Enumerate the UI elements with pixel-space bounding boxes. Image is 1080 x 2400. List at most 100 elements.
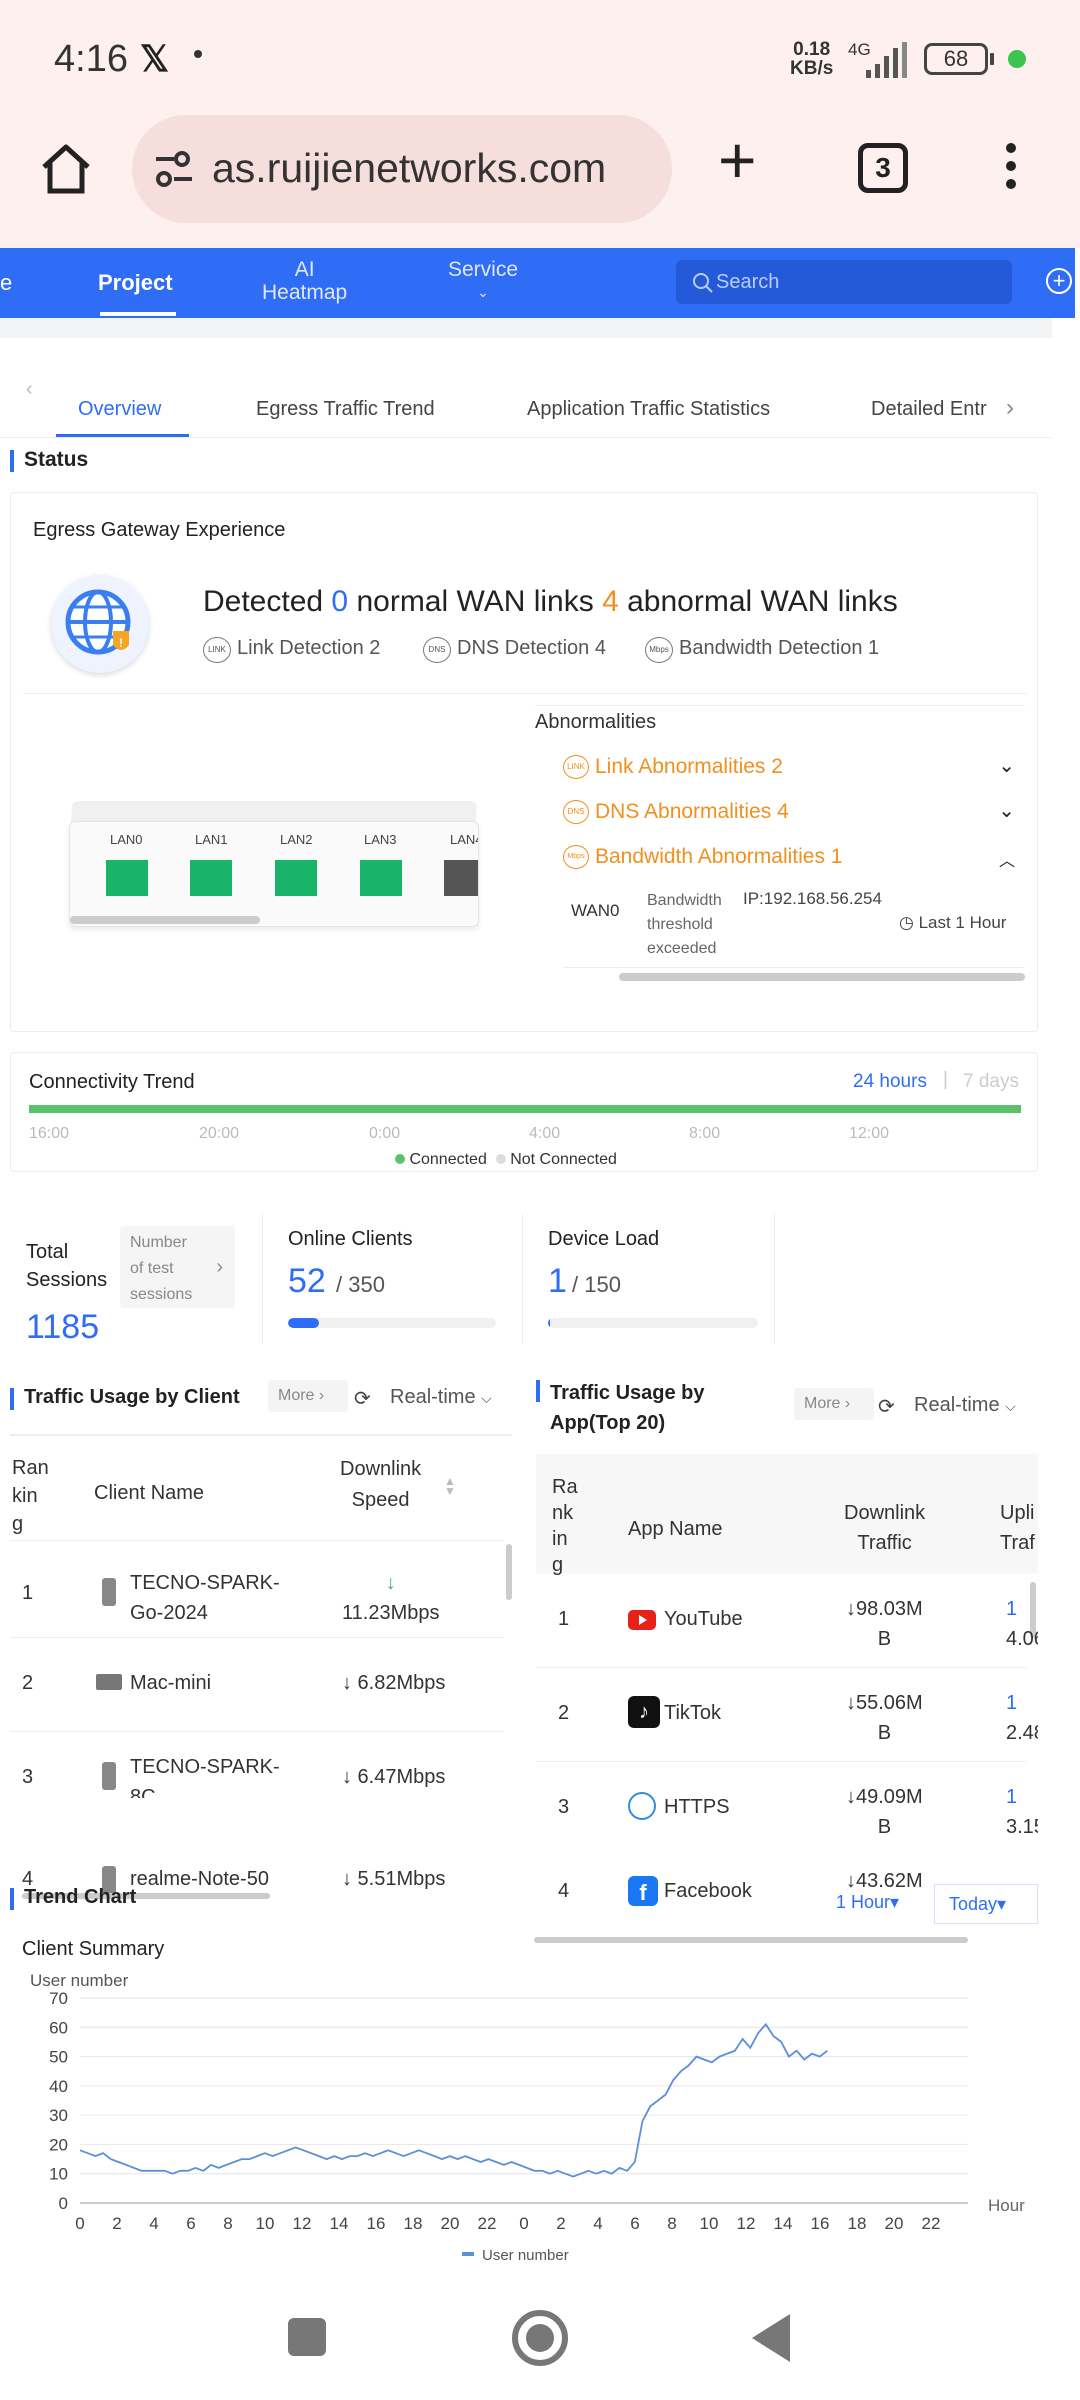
today-dropdown[interactable]: Today▾ [934, 1884, 1038, 1924]
chevron-down-icon[interactable]: ⌄ [998, 800, 1015, 822]
new-tab-icon[interactable]: + [718, 123, 757, 197]
sort-icon[interactable]: ▲ ▼ [444, 1474, 456, 1498]
tab-egress-traffic-trend[interactable]: Egress Traffic Trend [256, 398, 435, 420]
laptop-icon [96, 1674, 122, 1690]
nav-project[interactable]: Project [98, 270, 173, 295]
x-tick-label: 8 [667, 2214, 676, 2233]
y-tick-label: 40 [49, 2077, 68, 2096]
device-load-progress [548, 1318, 758, 1328]
globe-warning-icon: ! [51, 575, 149, 673]
total-sessions-value: 1185 [26, 1308, 100, 1346]
y-tick-label: 60 [49, 2018, 68, 2037]
port-lan4-icon[interactable] [444, 860, 478, 896]
x-tick-label: 16 [811, 2214, 830, 2233]
port-lan0-icon[interactable] [106, 860, 148, 896]
app-table-scrollbar[interactable] [1030, 1582, 1036, 1638]
tab-application-traffic-statistics[interactable]: Application Traffic Statistics [527, 398, 771, 420]
tab-scroll-right-icon[interactable]: › [1006, 394, 1014, 421]
range-7-days[interactable]: 7 days [963, 1071, 1019, 1092]
battery-icon: 68 [924, 43, 988, 75]
client-table-scrollbar[interactable] [506, 1544, 512, 1600]
status-title: Status [10, 448, 88, 472]
y-tick-label: 50 [49, 2048, 68, 2067]
port-lan2-icon[interactable] [275, 860, 317, 896]
gateway-device: LAN0 LAN1 LAN2 LAN3 LAN4 [69, 821, 479, 927]
tab-switcher-button[interactable]: 3 [858, 143, 908, 193]
device-scrollbar[interactable] [70, 916, 260, 924]
refresh-icon[interactable]: ⟳ [354, 1388, 371, 1410]
x-tick-label: 22 [922, 2214, 941, 2233]
nav-partial-item[interactable]: e [0, 270, 13, 295]
client-more-button[interactable]: More › [268, 1380, 348, 1412]
port-lan1-icon[interactable] [190, 860, 232, 896]
dns-abnormalities-row[interactable]: DNS DNS Abnormalities 4 ⌄ [563, 798, 1025, 832]
link-abnormalities-row[interactable]: LINK Link Abnormalities 2 ⌄ [563, 753, 1025, 787]
x-tick-label: 6 [630, 2214, 639, 2233]
x-tick-label: 4 [149, 2214, 158, 2233]
chevron-down-icon[interactable]: ⌄ [998, 755, 1015, 777]
search-placeholder: Search [716, 271, 780, 293]
add-circle-icon[interactable]: + [1046, 268, 1072, 294]
test-sessions-button[interactable]: Number of test sessions › [120, 1226, 235, 1308]
content-top-spacer [0, 318, 1052, 338]
search-icon [693, 273, 713, 293]
refresh-icon[interactable]: ⟳ [878, 1396, 895, 1418]
app-more-button[interactable]: More › [794, 1388, 874, 1420]
home-icon[interactable] [38, 141, 94, 197]
dns-detection: DNS Detection 4 [457, 637, 606, 659]
home-button-icon[interactable] [512, 2310, 568, 2366]
recent-apps-icon[interactable] [288, 2318, 326, 2356]
network-speed: 0.18 KB/s [790, 39, 834, 79]
table-row[interactable]: 4 f Facebook ↓43.62M [558, 1870, 923, 1906]
clock-icon: ◷ [899, 913, 914, 932]
back-icon[interactable] [752, 2314, 790, 2362]
hour-dropdown[interactable]: 1 Hour▾ [836, 1892, 900, 1912]
y-tick-label: 10 [49, 2165, 68, 2184]
col-downlink-traffic[interactable]: Downlink Traffic [844, 1502, 926, 1554]
chevron-up-icon[interactable]: ︿ [998, 853, 1015, 870]
online-clients-progress-fill [288, 1318, 319, 1328]
abnormalities-scrollbar[interactable] [619, 973, 1025, 981]
url-text[interactable]: as.ruijienetworks.com [212, 145, 607, 191]
table-row[interactable]: 2 Mac-mini ↓ 6.82Mbps [0, 1638, 504, 1732]
bandwidth-abnormalities-row[interactable]: Mbps Bandwidth Abnormalities 1 ︿ [563, 843, 1025, 877]
more-menu-icon[interactable] [1006, 143, 1016, 189]
tab-overview[interactable]: Overview [78, 398, 162, 420]
x-tick-label: 10 [700, 2214, 719, 2233]
url-bar[interactable]: as.ruijienetworks.com [132, 115, 672, 223]
tick-4: 4:00 [529, 1125, 561, 1142]
tab-bar: ‹ Overview Egress Traffic Trend Applicat… [0, 338, 1052, 438]
app-period-select[interactable]: Real-time ⌵ [914, 1394, 1016, 1416]
phone-icon [102, 1578, 116, 1606]
client-traffic-panel: Traffic Usage by Client More › ⟳ Real-ti… [0, 1368, 512, 1798]
y-tick-label: 0 [59, 2194, 68, 2213]
x-tick-label: 0 [519, 2214, 528, 2233]
y-tick-label: 30 [49, 2106, 68, 2125]
nav-service[interactable]: Service ⌄ [448, 258, 519, 300]
search-input[interactable]: Search [676, 260, 1012, 304]
table-row[interactable]: 3 TECNO-SPARK- 8C ↓ 6.47Mbps [22, 1756, 446, 1798]
site-settings-icon[interactable] [152, 147, 196, 191]
app-table-h-scrollbar[interactable] [534, 1937, 968, 1943]
port-lan3-icon[interactable] [360, 860, 402, 896]
client-table-h-scrollbar[interactable] [22, 1893, 270, 1899]
col-uplink-traffic[interactable]: Upli Traf [1000, 1502, 1035, 1554]
client-period-select[interactable]: Real-time ⌵ [390, 1386, 492, 1408]
tick-8: 8:00 [689, 1125, 721, 1142]
table-row[interactable]: 1 TECNO-SPARK- Go-2024 ↓ 11.23Mbps [0, 1548, 504, 1638]
tab-detailed-entries[interactable]: Detailed Entr [871, 398, 987, 420]
table-row[interactable]: 4 realme-Note-50 ↓ 5.51Mbps [0, 1864, 500, 1894]
col-downlink-speed[interactable]: Downlink Speed [340, 1458, 422, 1511]
connectivity-title: Connectivity Trend [29, 1071, 195, 1093]
battery-tip [990, 53, 994, 65]
phone-icon [102, 1866, 116, 1894]
tab-scroll-left-icon[interactable]: ‹ [26, 378, 33, 400]
device-load-total: / 150 [572, 1272, 621, 1297]
range-24-hours[interactable]: 24 hours [853, 1071, 927, 1092]
nav-ai-heatmap[interactable]: AI Heatmap [262, 258, 348, 304]
